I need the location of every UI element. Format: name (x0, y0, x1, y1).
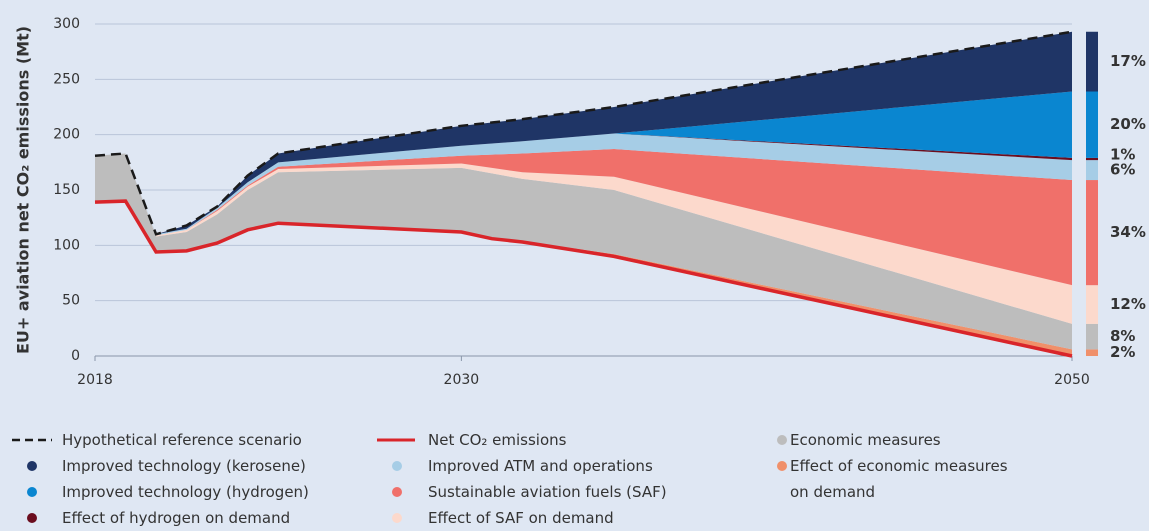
y-tick-label: 300 (53, 16, 80, 32)
legend-swatch (27, 487, 37, 497)
x-tick-label: 2050 (1054, 372, 1090, 388)
share-label: 20% (1110, 115, 1146, 133)
legend-label: Economic measures (790, 431, 941, 449)
share-bar (1086, 160, 1098, 181)
legend-label: Effect of economic measures on demand (790, 457, 1008, 501)
legend-label: Hypothetical reference scenario (62, 431, 302, 449)
share-bar (1086, 31, 1098, 92)
x-tick-label: 2030 (444, 372, 480, 388)
legend-label: Improved technology (hydrogen) (62, 483, 309, 501)
legend-label: Improved ATM and operations (428, 457, 653, 475)
net-line (94, 199, 1073, 358)
y-axis-label: EU+ aviation net CO₂ emissions (Mt) (14, 26, 33, 354)
share-bar (1086, 180, 1098, 286)
share-bar (1086, 349, 1098, 356)
legend-label: Improved technology (kerosene) (62, 457, 306, 475)
y-tick-label: 250 (53, 71, 80, 87)
legend-label: Effect of SAF on demand (428, 509, 614, 527)
share-label: 2% (1110, 343, 1135, 361)
share-label: 34% (1110, 223, 1146, 241)
legend-swatch (777, 435, 787, 445)
legend-label: Net CO₂ emissions (428, 431, 567, 449)
y-tick-label: 0 (71, 348, 80, 364)
share-label: 8% (1110, 327, 1135, 345)
area (95, 133, 1072, 236)
share-bar (1086, 323, 1098, 350)
area (95, 149, 1072, 286)
legend-label: Sustainable aviation fuels (SAF) (428, 483, 667, 501)
area (95, 153, 1072, 350)
share-label: 17% (1110, 52, 1146, 70)
legend-swatch (27, 513, 37, 523)
share-bar (1086, 285, 1098, 324)
legend-swatch (392, 487, 402, 497)
y-tick-label: 50 (62, 293, 80, 309)
reference-line (94, 30, 1073, 236)
share-bar (1086, 91, 1098, 158)
area (95, 91, 1072, 235)
share-label: 12% (1110, 295, 1146, 313)
legend-swatch (27, 461, 37, 471)
y-tick-label: 100 (53, 237, 80, 253)
y-tick-label: 150 (53, 182, 80, 198)
areas (95, 31, 1072, 356)
share-bar (1086, 157, 1098, 161)
share-label: 1% (1110, 146, 1135, 164)
legend-swatch (777, 461, 787, 471)
x-tick-label: 2018 (77, 372, 113, 388)
legend-label: Effect of hydrogen on demand (62, 509, 291, 527)
y-tick-label: 200 (53, 127, 80, 143)
area (95, 31, 1072, 235)
legend-swatch (392, 461, 402, 471)
legend-swatch (392, 513, 402, 523)
share-label: 6% (1110, 161, 1135, 179)
